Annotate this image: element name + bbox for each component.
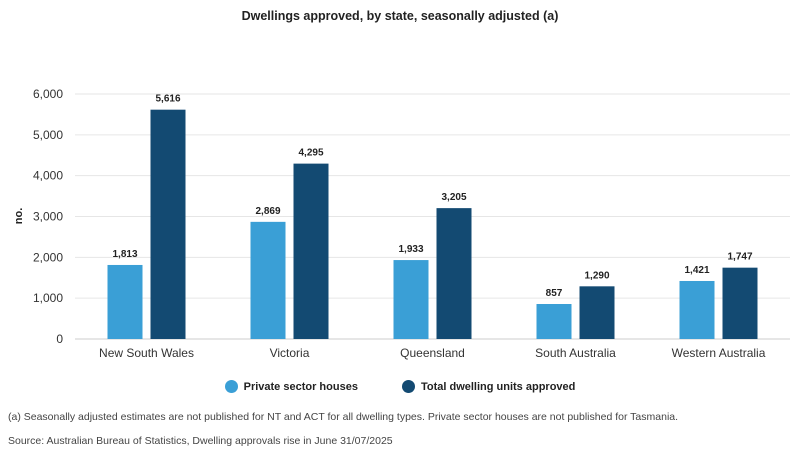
y-tick-label: 6,000 [33,87,63,101]
x-tick-label: Queensland [400,346,465,360]
bar-chart: 0 1,000 2,000 3,000 4,000 5,000 6,000 no. New So… [13,87,790,360]
bar [107,264,143,339]
legend: Private sector houses Total dwelling uni… [0,380,800,393]
data-label: 5,616 [155,94,180,105]
bar [150,109,186,340]
legend-swatch [401,380,415,393]
legend-label: Private sector houses [243,380,358,393]
data-label: 857 [546,288,563,299]
data-label: 1,290 [584,270,609,281]
legend-swatch [224,380,238,393]
y-tick-label: 4,000 [33,169,63,183]
data-label: 1,933 [398,244,423,255]
data-label: 3,205 [441,192,466,203]
x-tick-label: Victoria [270,346,310,360]
bar [722,267,758,339]
footnote: (a) Seasonally adjusted estimates are no… [8,411,679,423]
bar [536,304,572,339]
y-tick-label: 3,000 [33,210,63,224]
x-tick-label: Western Australia [672,346,766,360]
y-axis-label: no. [13,208,25,225]
legend-label: Total dwelling units approved [420,380,576,393]
bar [250,221,286,339]
data-label: 1,421 [684,265,709,276]
chart-title: Dwellings approved, by state, seasonally… [241,9,559,23]
legend-item-total-dwelling-units[interactable]: Total dwelling units approved [401,380,576,393]
legend-item-private-sector-houses[interactable]: Private sector houses [224,380,358,393]
data-label: 1,813 [112,249,137,260]
data-label: 1,747 [727,252,752,263]
y-tick-label: 2,000 [33,250,63,264]
y-tick-label: 5,000 [33,128,63,142]
bar [393,260,429,339]
x-tick-label: New South Wales [99,346,194,360]
bar [679,280,715,339]
bar [579,286,615,339]
data-label: 2,869 [255,206,280,217]
bar [436,208,472,339]
source-note: Source: Australian Bureau of Statistics,… [8,435,393,447]
bar [293,163,329,339]
y-tick-label: 1,000 [33,291,63,305]
data-label: 4,295 [298,148,323,159]
x-tick-label: South Australia [535,346,616,360]
y-tick-label: 0 [56,332,63,346]
